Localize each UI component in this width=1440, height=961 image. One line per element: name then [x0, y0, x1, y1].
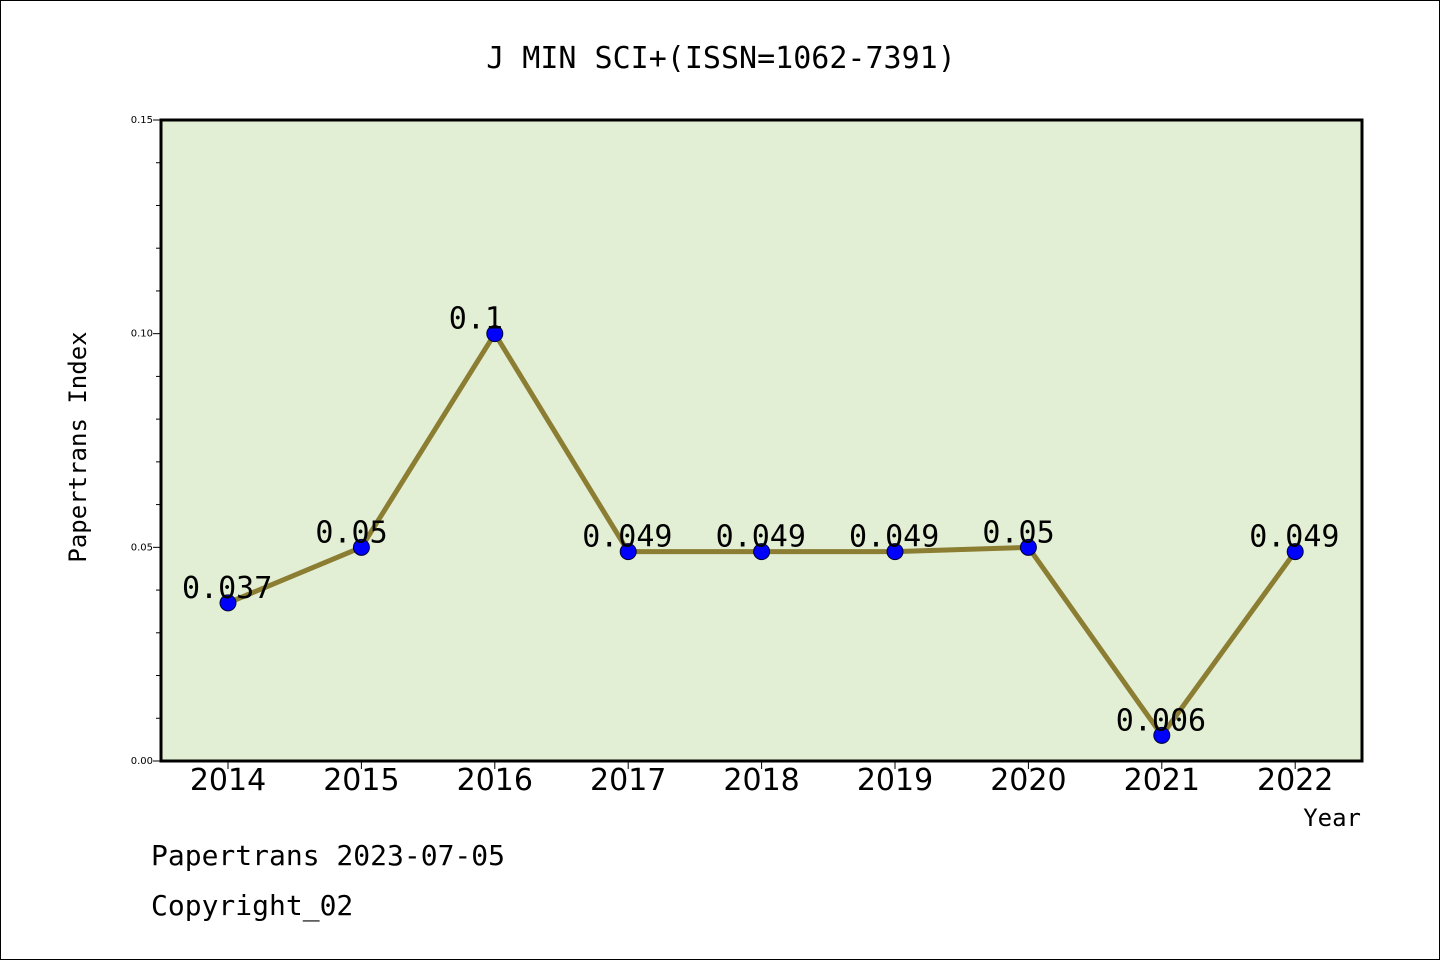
footer-copyright: Copyright_02 — [151, 889, 353, 923]
footer-date: Papertrans 2023-07-05 — [151, 839, 505, 872]
data-point — [352, 538, 370, 556]
y-tick-label: 0.10 — [131, 329, 153, 340]
x-tick-label: 2018 — [723, 763, 799, 798]
data-label: 0.037 — [182, 571, 272, 606]
data-label: 0.05 — [982, 515, 1054, 550]
data-label: 0.1 — [449, 302, 503, 337]
x-tick-label: 2015 — [323, 763, 399, 798]
y-axis-minor-ticks — [156, 162, 161, 719]
data-label: 0.049 — [1249, 520, 1339, 555]
data-label: 0.05 — [315, 515, 387, 550]
data-point — [886, 543, 904, 561]
data-point — [1153, 726, 1171, 744]
data-point — [1286, 543, 1304, 561]
x-axis-label: Year — [1303, 804, 1361, 832]
x-tick-label: 2014 — [190, 763, 266, 798]
x-tick-label: 2017 — [590, 763, 666, 798]
data-point — [219, 594, 237, 612]
x-tick-label: 2022 — [1257, 763, 1333, 798]
data-points — [219, 325, 1304, 744]
data-label: 0.006 — [1116, 703, 1206, 738]
chart-title: J MIN SCI+(ISSN=1062-7391) — [486, 41, 956, 76]
x-tick-label: 2016 — [457, 763, 533, 798]
data-point — [1019, 538, 1037, 556]
x-axis-ticks: 2014 2015 2016 2017 2018 2019 2020 2021 2022 — [190, 761, 1333, 798]
y-tick-label: 0.15 — [131, 115, 153, 126]
y-tick-label: 0.05 — [131, 542, 153, 553]
y-axis-ticks: 0.00 0.05 0.10 0.15 — [131, 115, 161, 767]
y-tick-label: 0.00 — [131, 756, 153, 767]
data-point — [619, 543, 637, 561]
data-label: 0.049 — [716, 520, 806, 555]
data-label: 0.049 — [849, 520, 939, 555]
plot-area — [159, 118, 1364, 763]
data-point — [486, 325, 504, 343]
data-label: 0.049 — [582, 520, 672, 555]
data-point — [753, 543, 771, 561]
data-labels: 0.037 0.05 0.1 0.049 0.049 0.049 0.05 0.006 0.04… — [182, 302, 1340, 739]
x-tick-label: 2021 — [1124, 763, 1200, 798]
x-tick-label: 2019 — [857, 763, 933, 798]
y-axis-label: Papertrans Index — [64, 331, 92, 562]
x-tick-label: 2020 — [990, 763, 1066, 798]
